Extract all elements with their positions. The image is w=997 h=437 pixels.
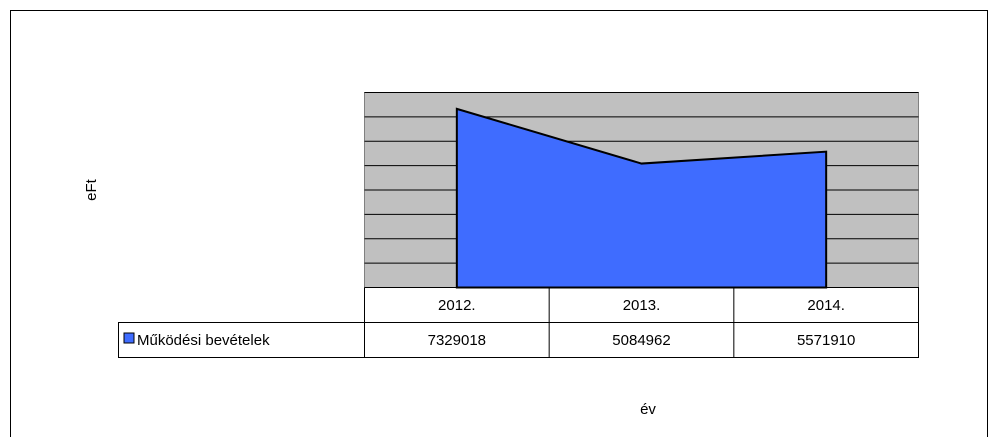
data-table-value: 7329018 [428,332,486,349]
data-table-value: 5571910 [797,332,855,349]
legend-label: Működési bevételek [137,332,270,349]
x-axis-label: év [640,401,656,418]
legend-key [123,332,135,344]
data-table-value: 5084962 [612,332,670,349]
y-axis-label: eFt [83,178,100,201]
x-tick-label: 2012. [438,297,476,314]
data-table-grid [118,287,919,358]
x-tick-label: 2014. [807,297,845,314]
x-tick-label: 2013. [623,297,661,314]
